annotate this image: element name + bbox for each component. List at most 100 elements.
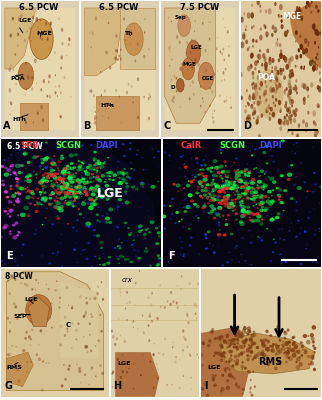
Circle shape bbox=[292, 353, 296, 358]
Circle shape bbox=[148, 116, 150, 120]
Circle shape bbox=[244, 174, 247, 176]
Circle shape bbox=[106, 198, 108, 199]
Circle shape bbox=[242, 329, 246, 334]
Circle shape bbox=[120, 48, 122, 51]
Circle shape bbox=[11, 225, 13, 226]
Circle shape bbox=[240, 72, 243, 77]
Circle shape bbox=[250, 242, 253, 244]
Circle shape bbox=[309, 212, 311, 213]
Circle shape bbox=[243, 192, 247, 195]
Circle shape bbox=[16, 317, 19, 320]
Circle shape bbox=[72, 174, 74, 175]
Circle shape bbox=[275, 343, 278, 346]
Circle shape bbox=[82, 178, 85, 180]
Circle shape bbox=[82, 162, 85, 165]
Circle shape bbox=[250, 346, 253, 349]
Circle shape bbox=[198, 220, 199, 221]
Circle shape bbox=[105, 50, 107, 53]
Circle shape bbox=[231, 206, 234, 209]
Circle shape bbox=[254, 84, 257, 91]
Circle shape bbox=[99, 248, 101, 249]
Circle shape bbox=[33, 204, 36, 206]
Circle shape bbox=[129, 142, 132, 144]
Circle shape bbox=[36, 202, 39, 204]
Text: Sep: Sep bbox=[175, 15, 186, 20]
Circle shape bbox=[225, 182, 229, 185]
Circle shape bbox=[137, 250, 138, 251]
Circle shape bbox=[169, 303, 172, 306]
Circle shape bbox=[257, 100, 260, 106]
Circle shape bbox=[26, 371, 28, 374]
Circle shape bbox=[223, 191, 226, 194]
Circle shape bbox=[67, 171, 71, 174]
Circle shape bbox=[61, 265, 63, 266]
Circle shape bbox=[22, 349, 25, 352]
Circle shape bbox=[104, 168, 106, 170]
Circle shape bbox=[188, 193, 192, 196]
Circle shape bbox=[227, 214, 231, 217]
Text: I: I bbox=[204, 381, 208, 391]
Circle shape bbox=[83, 180, 86, 182]
Circle shape bbox=[106, 262, 110, 265]
Circle shape bbox=[187, 321, 189, 324]
Circle shape bbox=[85, 345, 88, 348]
Circle shape bbox=[50, 166, 52, 168]
Circle shape bbox=[218, 224, 221, 226]
Circle shape bbox=[290, 122, 292, 124]
Circle shape bbox=[246, 358, 250, 361]
Circle shape bbox=[237, 185, 239, 187]
Circle shape bbox=[115, 226, 118, 228]
Circle shape bbox=[108, 117, 109, 119]
Circle shape bbox=[262, 343, 267, 348]
Circle shape bbox=[60, 116, 61, 117]
Circle shape bbox=[67, 192, 71, 195]
Circle shape bbox=[115, 34, 118, 38]
Circle shape bbox=[278, 118, 282, 125]
Circle shape bbox=[248, 172, 251, 174]
Circle shape bbox=[25, 168, 26, 169]
Circle shape bbox=[261, 63, 263, 67]
Circle shape bbox=[204, 155, 206, 157]
Circle shape bbox=[221, 177, 223, 180]
Circle shape bbox=[219, 233, 220, 234]
Circle shape bbox=[242, 186, 244, 188]
Circle shape bbox=[246, 206, 250, 209]
Circle shape bbox=[288, 106, 291, 110]
Circle shape bbox=[240, 187, 242, 189]
Circle shape bbox=[83, 160, 85, 162]
Circle shape bbox=[94, 164, 95, 165]
Circle shape bbox=[307, 217, 310, 219]
Circle shape bbox=[97, 206, 99, 208]
Circle shape bbox=[302, 335, 305, 338]
Circle shape bbox=[147, 228, 149, 229]
Circle shape bbox=[72, 305, 73, 307]
Circle shape bbox=[87, 226, 90, 228]
Circle shape bbox=[117, 358, 119, 361]
Circle shape bbox=[261, 214, 262, 216]
Circle shape bbox=[171, 98, 174, 102]
Circle shape bbox=[225, 223, 228, 226]
Circle shape bbox=[90, 205, 91, 207]
Circle shape bbox=[198, 253, 201, 256]
Circle shape bbox=[293, 341, 296, 344]
Circle shape bbox=[230, 232, 233, 236]
Circle shape bbox=[306, 340, 310, 344]
Circle shape bbox=[8, 67, 11, 72]
Circle shape bbox=[53, 184, 56, 186]
Circle shape bbox=[161, 214, 166, 218]
Circle shape bbox=[248, 117, 251, 122]
Circle shape bbox=[48, 288, 50, 290]
Circle shape bbox=[68, 191, 71, 194]
Circle shape bbox=[99, 255, 100, 256]
Circle shape bbox=[41, 202, 43, 204]
Circle shape bbox=[250, 350, 253, 354]
Circle shape bbox=[43, 176, 45, 178]
Circle shape bbox=[3, 210, 6, 212]
Circle shape bbox=[15, 346, 17, 348]
Circle shape bbox=[70, 181, 74, 184]
Circle shape bbox=[256, 186, 260, 190]
Circle shape bbox=[64, 316, 66, 319]
Text: MGE: MGE bbox=[183, 62, 196, 67]
Text: LGE: LGE bbox=[97, 187, 124, 200]
Circle shape bbox=[158, 225, 161, 227]
